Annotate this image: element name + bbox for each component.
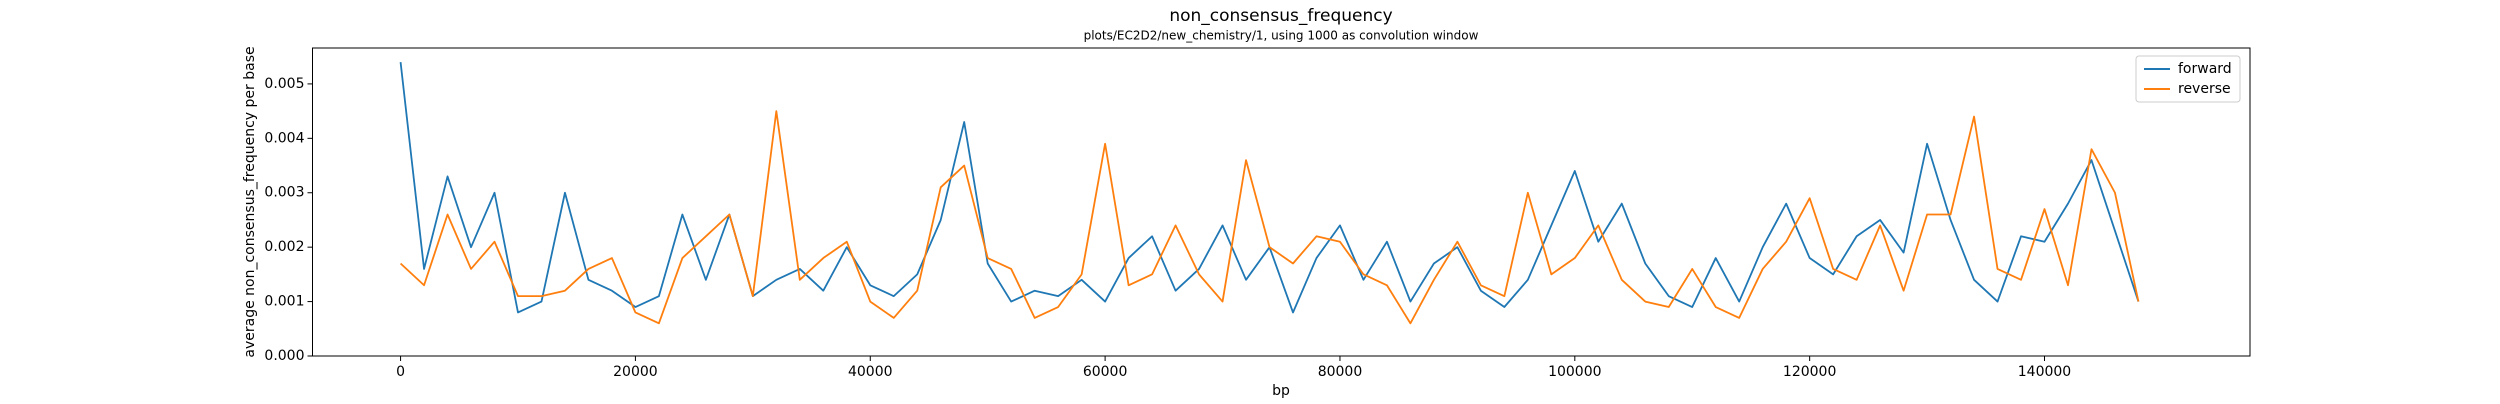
legend-label: reverse bbox=[2178, 81, 2231, 97]
y-tick-label: 0.000 bbox=[264, 348, 304, 364]
y-tick-label: 0.005 bbox=[264, 76, 304, 92]
y-axis-label: average non_consensus_frequency per base bbox=[242, 46, 258, 357]
x-tick-label: 140000 bbox=[2018, 364, 2071, 380]
legend-box bbox=[2135, 55, 2241, 103]
x-tick-label: 0 bbox=[396, 364, 405, 380]
x-tick-label: 40000 bbox=[848, 364, 893, 380]
y-tick-label: 0.004 bbox=[264, 130, 304, 146]
chart-title: non_consensus_frequency bbox=[1169, 6, 1392, 26]
y-tick-label: 0.002 bbox=[264, 239, 304, 255]
x-tick-label: 60000 bbox=[1083, 364, 1128, 380]
x-axis-label: bp bbox=[1272, 383, 1290, 399]
x-tick-label: 20000 bbox=[613, 364, 658, 380]
chart-subtitle: plots/EC2D2/new_chemistry/1, using 1000 … bbox=[1084, 29, 1479, 43]
series-line bbox=[399, 110, 2140, 325]
legend-label: forward bbox=[2178, 61, 2232, 77]
x-tick-label: 80000 bbox=[1318, 364, 1363, 380]
x-tick-label: 120000 bbox=[1783, 364, 1836, 380]
y-tick-label: 0.001 bbox=[264, 294, 304, 310]
y-tick-label: 0.003 bbox=[264, 185, 304, 201]
x-tick-label: 100000 bbox=[1548, 364, 1601, 380]
plot-frame bbox=[312, 47, 2251, 357]
